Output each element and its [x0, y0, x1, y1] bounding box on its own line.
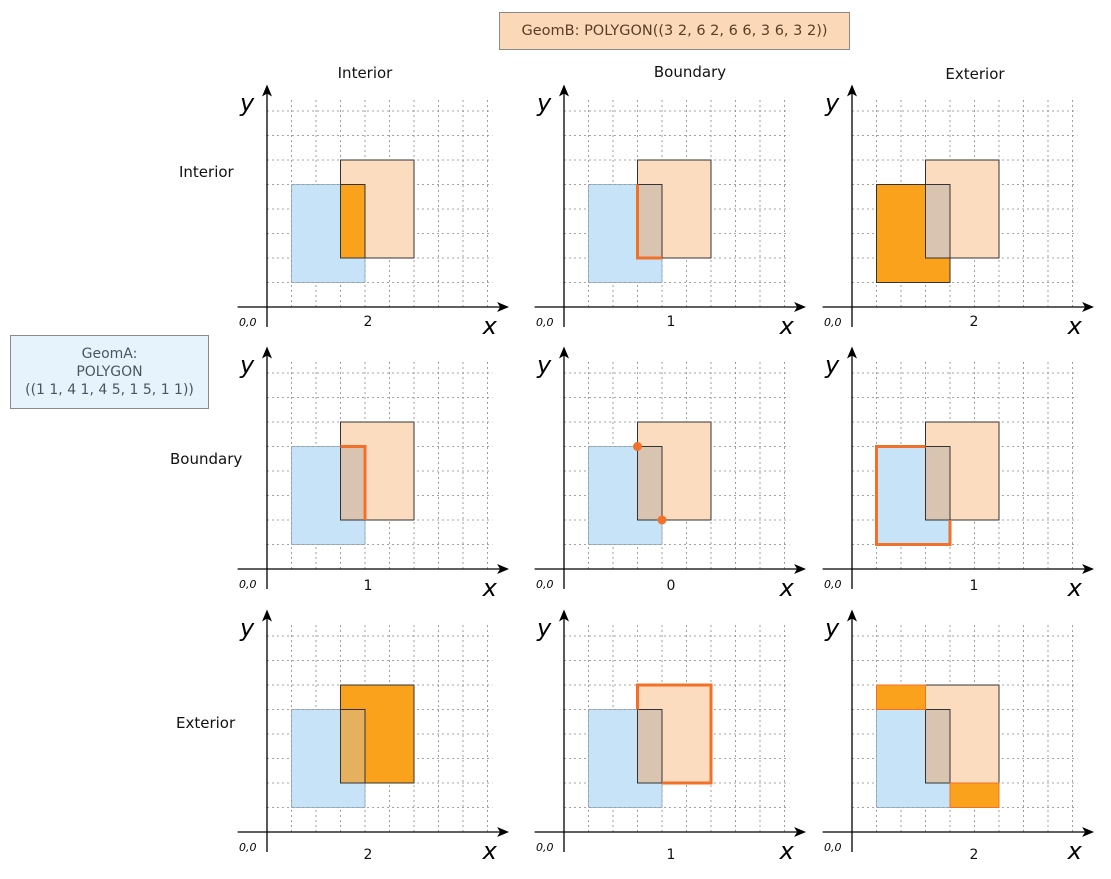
origin-label: 0,0 — [239, 841, 257, 854]
intersection-point — [633, 442, 642, 451]
origin-label: 0,0 — [536, 841, 554, 854]
origin-label: 0,0 — [824, 841, 842, 854]
column-header-exterior: Exterior — [945, 65, 1005, 83]
y-axis-label: y — [536, 614, 552, 642]
panel-exterior-boundary: x y 0,0 1 — [534, 609, 807, 865]
overlap-region — [340, 446, 366, 521]
dimension-value: 2 — [970, 314, 979, 330]
x-axis-label: x — [779, 312, 795, 340]
dimension-value: 1 — [667, 314, 676, 330]
overlap-region — [925, 446, 951, 521]
geoma-label-line2: POLYGON — [76, 364, 143, 380]
origin-label: 0,0 — [824, 578, 842, 591]
panel-interior-exterior: x y 0,0 2 — [822, 84, 1095, 340]
intersection-highlight — [636, 683, 713, 785]
y-axis-label: y — [824, 351, 840, 379]
overlap-region — [637, 709, 663, 784]
intersection-highlight — [876, 184, 951, 283]
origin-label: 0,0 — [239, 578, 257, 591]
x-axis-label: x — [1067, 574, 1083, 602]
dimension-value: 2 — [364, 847, 373, 863]
x-axis-label: x — [482, 312, 498, 340]
dimension-value: 1 — [364, 578, 373, 594]
intersection-highlight — [875, 445, 952, 546]
row-header-boundary: Boundary — [170, 450, 243, 468]
intersection-highlight — [340, 184, 366, 259]
row-header-interior: Interior — [179, 163, 234, 181]
geomb-label: GeomB: POLYGON((3 2, 6 2, 6 6, 3 6, 3 2)… — [521, 23, 828, 39]
x-axis-label: x — [1067, 312, 1083, 340]
origin-label: 0,0 — [536, 578, 554, 591]
overlap-region — [925, 184, 951, 259]
column-header-interior: Interior — [337, 64, 393, 82]
dimension-value: 1 — [970, 578, 979, 594]
row-header-exterior: Exterior — [176, 714, 236, 732]
geoma-label-line1: GeomA: — [81, 346, 138, 362]
overlap-region — [340, 709, 366, 784]
origin-label: 0,0 — [536, 316, 554, 329]
origin-label: 0,0 — [239, 316, 257, 329]
overlap-region — [925, 709, 951, 784]
exterior-region — [876, 684, 926, 710]
geoma-label-line3: ((1 1, 4 1, 4 5, 1 5, 1 1)) — [25, 382, 194, 398]
y-axis-label: y — [824, 89, 840, 117]
intersection-highlight — [340, 445, 367, 520]
y-axis-label: y — [536, 89, 552, 117]
intersection-point — [657, 515, 667, 525]
geomb-label-box: GeomB: POLYGON((3 2, 6 2, 6 6, 3 6, 3 2)… — [499, 12, 850, 50]
panel-boundary-boundary: x y 0,0 0 — [534, 346, 807, 602]
x-axis-label: x — [482, 837, 498, 865]
x-axis-label: x — [1067, 837, 1083, 865]
dimension-value: 2 — [364, 314, 373, 330]
x-axis-label: x — [482, 574, 498, 602]
y-axis-label: y — [239, 89, 255, 117]
panel-boundary-exterior: x y 0,0 1 — [822, 346, 1095, 602]
y-axis-label: y — [239, 351, 255, 379]
geoma-label-box: GeomA: POLYGON ((1 1, 4 1, 4 5, 1 5, 1 1… — [10, 335, 209, 409]
y-axis-label: y — [536, 351, 552, 379]
overlap-region — [637, 446, 663, 521]
y-axis-label: y — [239, 614, 255, 642]
panel-interior-boundary: x y 0,0 1 — [534, 84, 807, 340]
panel-boundary-interior: x y 0,0 1 — [237, 346, 510, 602]
intersection-highlight — [636, 184, 662, 260]
panel-exterior-interior: x y 0,0 2 — [237, 609, 510, 865]
origin-label: 0,0 — [824, 316, 842, 329]
exterior-region — [949, 782, 1000, 808]
x-axis-label: x — [779, 574, 795, 602]
x-axis-label: x — [779, 837, 795, 865]
column-header-boundary: Boundary — [653, 63, 727, 81]
panel-interior-interior: x y 0,0 2 — [237, 84, 510, 340]
dimension-value: 2 — [970, 847, 979, 863]
overlap-region — [637, 184, 663, 259]
dimension-value: 0 — [667, 578, 676, 594]
panel-exterior-exterior: x y 0,0 2 — [822, 609, 1095, 865]
dimension-value: 1 — [667, 847, 676, 863]
y-axis-label: y — [824, 614, 840, 642]
